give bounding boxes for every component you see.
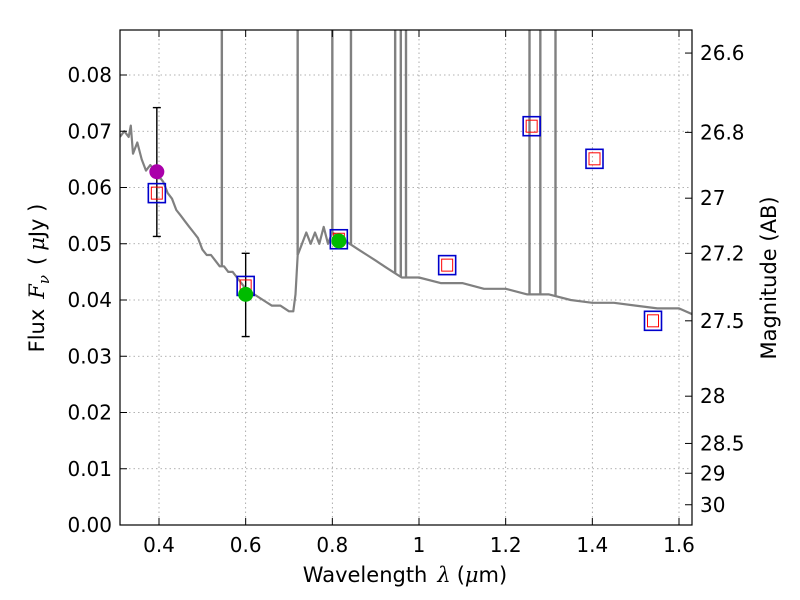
observed-point-green bbox=[331, 233, 347, 249]
model-point-inner bbox=[525, 119, 538, 133]
y-tick-label: 0.03 bbox=[67, 344, 112, 368]
model-point-outer bbox=[329, 228, 349, 250]
model-point-inner bbox=[647, 314, 659, 328]
plot-frame bbox=[119, 29, 693, 526]
data-points-layer bbox=[147, 106, 663, 338]
y-tick-label: 0.08 bbox=[67, 63, 112, 87]
y2-tick-label: 26.8 bbox=[700, 120, 745, 144]
model-point-outer bbox=[437, 254, 457, 276]
x-axis-ticks: 0.4 0.6 0.8 1 1.2 1.4 1.6 bbox=[143, 30, 695, 557]
y2-tick-label: 26.6 bbox=[700, 41, 745, 65]
spectrum-layer bbox=[120, 30, 692, 316]
y2-tick-label: 30 bbox=[700, 493, 725, 517]
model-point-outer bbox=[522, 115, 541, 137]
y2-tick-label: 29 bbox=[700, 461, 725, 485]
x-tick-label: 0.4 bbox=[143, 533, 175, 557]
y-tick-label: 0.02 bbox=[67, 401, 112, 425]
model-point-inner bbox=[441, 258, 454, 272]
y2-tick-label: 27 bbox=[700, 186, 725, 210]
x-tick-label: 1 bbox=[413, 533, 426, 557]
model-point-inner bbox=[588, 152, 601, 166]
y-tick-label: 0.05 bbox=[67, 232, 112, 256]
y-tick-label: 0.06 bbox=[67, 176, 112, 200]
y-tick-label: 0.04 bbox=[67, 288, 112, 312]
x-tick-label: 1.6 bbox=[663, 533, 695, 557]
x-tick-label: 1.2 bbox=[490, 533, 522, 557]
y-axis-ticks: 0.00 0.01 0.02 0.03 0.04 0.05 0.06 0.07 0.08 bbox=[67, 63, 127, 537]
x-axis-label: Wavelength λ (μm) bbox=[303, 563, 507, 587]
y2-tick-label: 27.5 bbox=[700, 309, 745, 333]
x-tick-label: 0.6 bbox=[230, 533, 262, 557]
model-point-outer bbox=[147, 182, 167, 204]
y-tick-label: 0.00 bbox=[67, 513, 112, 537]
x-tick-label: 0.8 bbox=[316, 533, 348, 557]
model-point-outer bbox=[585, 148, 604, 170]
x-tick-label: 1.4 bbox=[576, 533, 608, 557]
model-point-inner bbox=[150, 186, 163, 200]
y2-tick-label: 28 bbox=[700, 384, 725, 408]
observed-point-magenta bbox=[149, 164, 165, 180]
observed-point-green bbox=[238, 286, 254, 302]
y-tick-label: 0.01 bbox=[67, 457, 112, 481]
y-tick-label: 0.07 bbox=[67, 119, 112, 143]
model-point-outer bbox=[643, 310, 663, 332]
y-axis-label: FluxFν(μJy ) bbox=[25, 204, 53, 353]
y2-axis-label: Magnitude (AB) bbox=[757, 196, 781, 359]
y2-tick-label: 27.2 bbox=[700, 241, 745, 265]
y2-axis-ticks: 26.6 26.8 27 27.2 27.5 28 28.5 29 30 bbox=[685, 41, 745, 517]
y2-tick-label: 28.5 bbox=[700, 431, 745, 455]
